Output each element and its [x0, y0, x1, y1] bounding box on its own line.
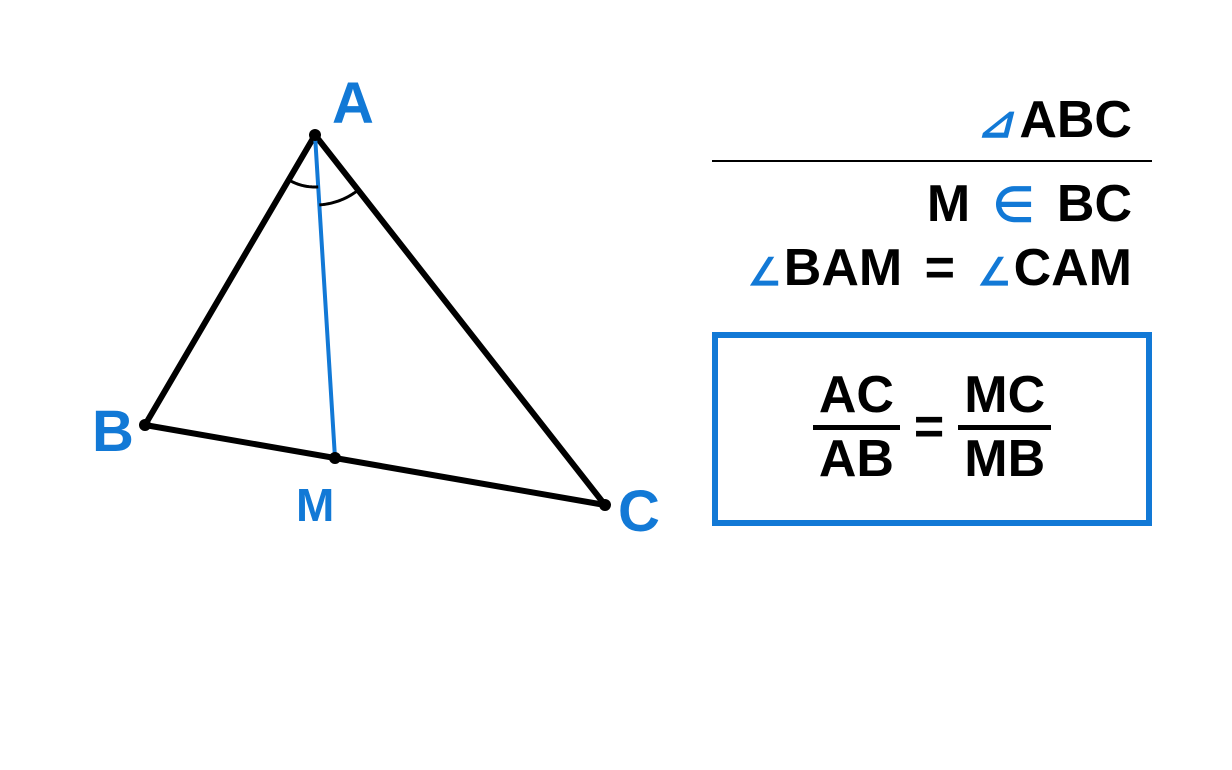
label-C: C: [618, 478, 660, 545]
triangle-name: ABC: [1019, 91, 1132, 149]
label-B: B: [92, 398, 134, 465]
divider: [712, 160, 1152, 162]
angle-CAM: CAM: [1014, 239, 1132, 297]
angle-icon: ∠: [978, 250, 1012, 295]
equals-sign: =: [914, 397, 944, 457]
math-panel: ⊿ABC M ∈ BC ∠BAM = ∠CAM AC AB = MC MB: [712, 90, 1152, 526]
label-A: A: [332, 70, 374, 137]
given-angle-equality: ∠BAM = ∠CAM: [712, 238, 1152, 298]
denominator-AB: AB: [813, 425, 900, 487]
triangle-icon: ⊿: [976, 97, 1013, 148]
given-triangle: ⊿ABC: [712, 90, 1152, 156]
numerator-MC: MC: [958, 368, 1051, 425]
fraction-left: AC AB: [813, 368, 900, 486]
equals-sign: =: [925, 239, 955, 297]
denominator-MB: MB: [958, 425, 1051, 487]
result-box: AC AB = MC MB: [712, 332, 1152, 526]
angle-icon: ∠: [748, 250, 782, 295]
angle-BAM: BAM: [784, 239, 902, 297]
numerator-AC: AC: [813, 368, 900, 425]
fraction-right: MC MB: [958, 368, 1051, 486]
given-point-on-segment: M ∈ BC: [712, 174, 1152, 234]
segment-BC: BC: [1057, 175, 1132, 233]
element-of-icon: ∈: [993, 179, 1035, 232]
label-M: M: [296, 478, 334, 532]
point-M: M: [927, 175, 970, 233]
